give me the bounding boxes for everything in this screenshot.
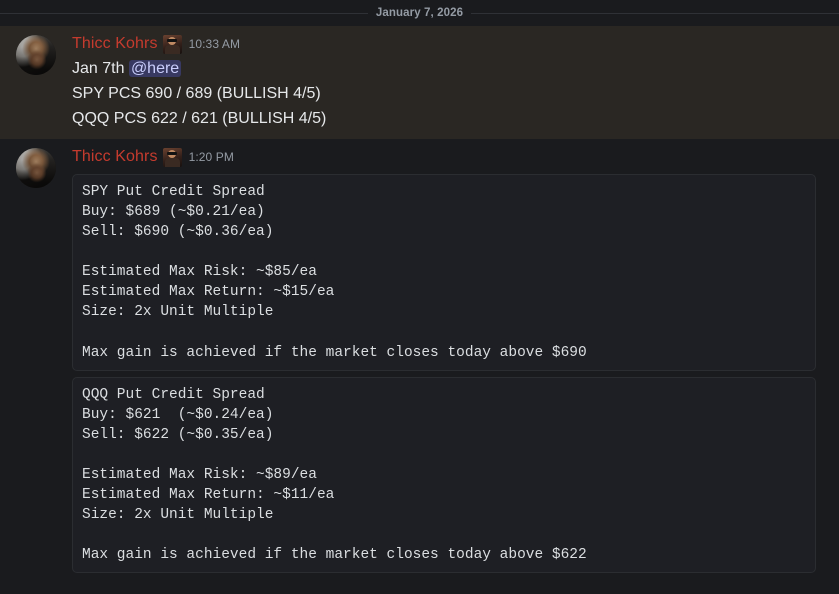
here-mention[interactable]: @here bbox=[128, 60, 182, 77]
avatar-photo bbox=[16, 148, 56, 188]
code-block-qqq: QQQ Put Credit Spread Buy: $621 (~$0.24/… bbox=[72, 376, 816, 574]
date-divider: January 7, 2026 bbox=[0, 0, 839, 26]
emoji-glasses bbox=[166, 39, 177, 42]
sunglasses-person-emoji bbox=[162, 147, 182, 167]
message-line-qqq: QQQ PCS 622 / 621 (BULLISH 4/5) bbox=[72, 110, 327, 127]
sunglasses-person-emoji bbox=[162, 34, 182, 54]
message-body: Thicc Kohrs 1:20 PM SPY Put Credit Sprea… bbox=[72, 146, 823, 574]
avatar-column bbox=[16, 33, 56, 131]
message-author[interactable]: Thicc Kohrs bbox=[72, 148, 158, 165]
avatar-column bbox=[16, 146, 56, 573]
avatar[interactable] bbox=[16, 148, 56, 188]
code-block-spy-text: SPY Put Credit Spread Buy: $689 (~$0.21/… bbox=[82, 184, 587, 361]
avatar-shade bbox=[16, 148, 56, 188]
message-text-prefix: Jan 7th bbox=[72, 60, 129, 77]
message-author[interactable]: Thicc Kohrs bbox=[72, 35, 158, 52]
emoji-glasses bbox=[166, 152, 177, 155]
message-item[interactable]: Thicc Kohrs 1:20 PM SPY Put Credit Sprea… bbox=[0, 139, 839, 582]
message-header: Thicc Kohrs 1:20 PM bbox=[72, 146, 823, 168]
message-line-spy: SPY PCS 690 / 689 (BULLISH 4/5) bbox=[72, 85, 321, 102]
code-block-spy: SPY Put Credit Spread Buy: $689 (~$0.21/… bbox=[72, 174, 816, 371]
message-timestamp: 1:20 PM bbox=[188, 149, 234, 164]
code-block-qqq-text: QQQ Put Credit Spread Buy: $621 (~$0.24/… bbox=[82, 386, 587, 564]
message-line-mention: Jan 7th @here bbox=[72, 56, 823, 81]
message-header: Thicc Kohrs 10:33 AM bbox=[72, 33, 823, 55]
message-timestamp: 10:33 AM bbox=[188, 36, 241, 51]
message-body: Thicc Kohrs 10:33 AM Jan 7th @here SPY P… bbox=[72, 33, 823, 131]
emoji-torso bbox=[164, 157, 180, 167]
avatar-shade bbox=[16, 35, 56, 75]
message-item[interactable]: Thicc Kohrs 10:33 AM Jan 7th @here SPY P… bbox=[0, 26, 839, 139]
emoji-torso bbox=[164, 44, 180, 54]
avatar[interactable] bbox=[16, 35, 56, 75]
avatar-photo bbox=[16, 35, 56, 75]
date-divider-label: January 7, 2026 bbox=[367, 7, 472, 19]
